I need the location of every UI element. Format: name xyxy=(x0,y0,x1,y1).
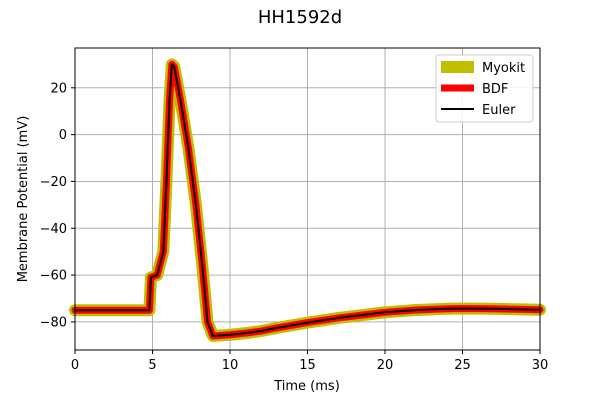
x-tick-label: 10 xyxy=(222,358,239,373)
legend: Myokit BDF Euler xyxy=(435,54,534,123)
y-axis-label: Membrane Potential (mV) xyxy=(16,116,31,283)
legend-label-myokit: Myokit xyxy=(482,61,525,76)
x-axis-label: Time (ms) xyxy=(273,379,340,394)
y-tick-label: 20 xyxy=(50,81,67,96)
axis-ticks: 0 5 10 15 20 25 30 20 0 −20 −40 −60 −80 xyxy=(40,81,549,373)
chart-title: HH1592d xyxy=(258,7,342,28)
legend-label-bdf: BDF xyxy=(482,82,508,97)
y-tick-label: −60 xyxy=(40,269,67,284)
y-tick-label: −20 xyxy=(40,175,67,190)
y-tick-label: 0 xyxy=(59,128,67,143)
series-line-euler xyxy=(74,63,541,337)
x-tick-label: 20 xyxy=(377,358,394,373)
x-tick-label: 0 xyxy=(71,358,79,373)
x-tick-label: 25 xyxy=(454,358,471,373)
y-tick-label: −40 xyxy=(40,222,67,237)
plot-area xyxy=(69,58,546,342)
x-tick-label: 5 xyxy=(148,358,156,373)
legend-label-euler: Euler xyxy=(482,103,516,118)
x-tick-label: 30 xyxy=(532,358,549,373)
x-tick-label: 15 xyxy=(299,358,316,373)
y-tick-label: −80 xyxy=(40,315,67,330)
